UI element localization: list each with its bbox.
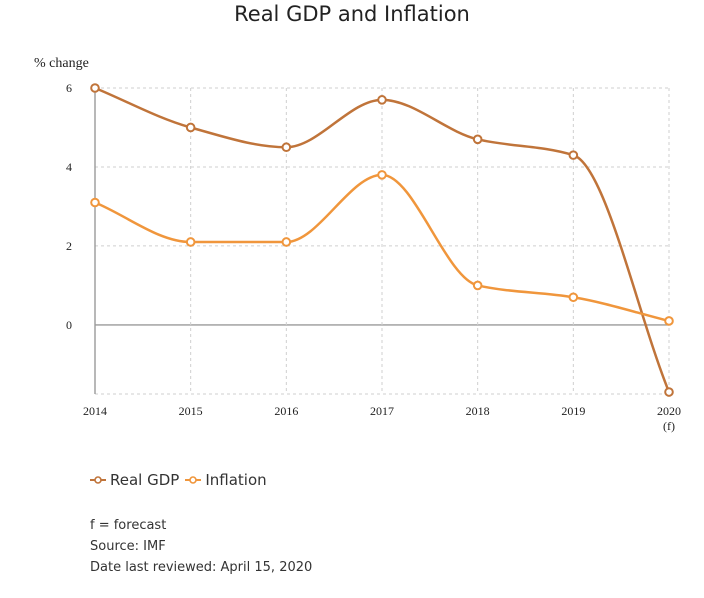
data-point-inflation [90, 197, 100, 208]
data-point-real-gdp [568, 150, 579, 160]
line-chart: 0 2 4 6 2014 2015 2016 2017 2018 2019 2020(f) [66, 81, 681, 433]
x-tick-label: 2017 [370, 404, 394, 418]
legend-label-real-gdp: Real GDP [110, 471, 180, 489]
legend-item-inflation[interactable]: Inflation [185, 471, 267, 489]
data-point-real-gdp [472, 134, 483, 145]
data-point-inflation [568, 292, 579, 303]
y-tick-label: 0 [66, 318, 72, 332]
y-tick-label: 4 [66, 160, 72, 174]
x-tick-label: 2016 [274, 404, 298, 418]
footnotes: f = forecast Source: IMF Date last revie… [90, 515, 312, 578]
x-tick-label: 2015 [179, 404, 203, 418]
y-tick-label: 2 [66, 239, 72, 253]
x-tick-note: (f) [663, 419, 675, 433]
x-tick-label: 2019 [561, 404, 585, 418]
y-tick-label: 6 [66, 81, 72, 95]
data-point-inflation [664, 316, 674, 326]
x-tick-label: 2014 [83, 404, 107, 418]
chart-title: Real GDP and Inflation [234, 2, 470, 26]
legend-swatch-real-gdp [90, 476, 106, 484]
data-point-inflation [377, 170, 387, 180]
data-point-real-gdp [90, 83, 100, 93]
data-point-real-gdp [185, 122, 196, 133]
data-point-inflation [472, 280, 483, 291]
legend-item-real-gdp[interactable]: Real GDP [90, 471, 179, 489]
data-point-inflation [185, 237, 196, 247]
forecast-note: f = forecast [90, 518, 167, 533]
data-point-real-gdp [664, 387, 674, 397]
data-point-inflation [281, 237, 292, 247]
source-note: Source: IMF [90, 539, 166, 554]
data-point-real-gdp [281, 142, 292, 153]
x-tick-label: 2018 [466, 404, 490, 418]
legend-swatch-inflation [185, 476, 202, 484]
legend-label-inflation: Inflation [205, 471, 267, 489]
x-tick-label: 2020 [657, 404, 681, 418]
legend: Real GDP Inflation [90, 471, 273, 489]
reviewed-note: Date last reviewed: April 15, 2020 [90, 560, 313, 575]
y-axis-label: % change [34, 56, 89, 71]
data-point-real-gdp [377, 95, 387, 105]
